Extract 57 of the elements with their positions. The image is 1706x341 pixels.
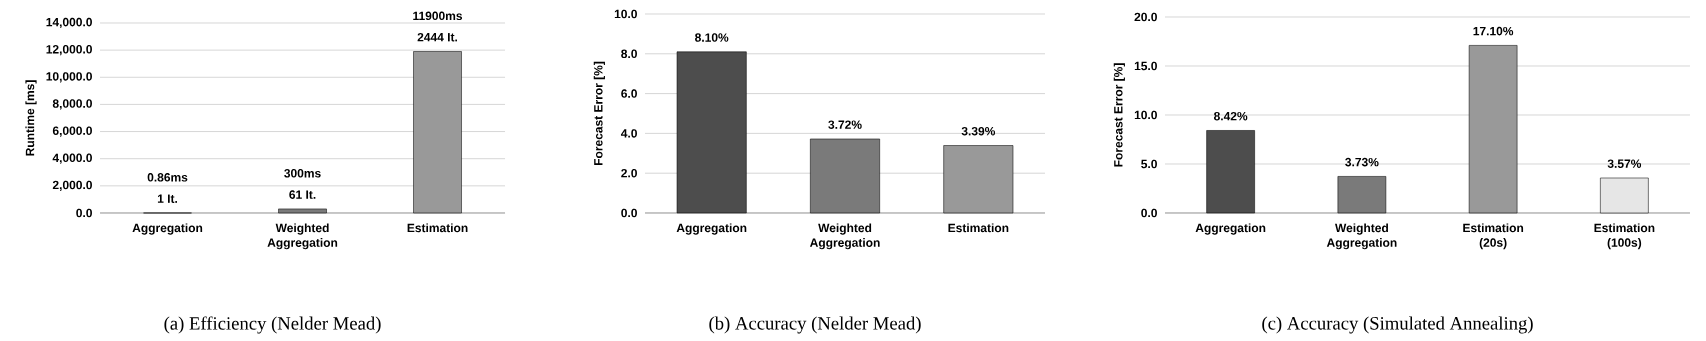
data-label: 8.10% xyxy=(695,33,729,42)
x-tick-label: Estimation xyxy=(407,223,468,233)
y-tick-label: 4,000.0 xyxy=(52,153,92,164)
y-tick-label: 2,000.0 xyxy=(52,180,92,191)
bar xyxy=(278,208,327,214)
bar xyxy=(413,51,462,214)
y-tick-label: 20.0 xyxy=(1134,12,1157,22)
x-tick-label: Estimation xyxy=(948,223,1009,233)
y-tick-label: 15.0 xyxy=(1134,61,1157,71)
text: (b) Accuracy (Nelder Mead) xyxy=(709,316,921,334)
data-label: 300ms xyxy=(284,169,321,178)
y-tick-label: 0.0 xyxy=(1141,208,1157,218)
y-tick-label: 8.0 xyxy=(621,49,637,59)
bar xyxy=(1600,177,1649,214)
data-label: 3.57% xyxy=(1607,159,1642,168)
y-tick-label: 2.0 xyxy=(621,168,637,178)
text: (a) Efficiency (Nelder Mead) xyxy=(164,316,381,334)
y-tick-label: 6.0 xyxy=(621,89,637,98)
x-tick-label: Weighted Aggregation xyxy=(1326,223,1397,250)
data-label: 0.86ms xyxy=(147,173,188,182)
y-tick-label: 0.0 xyxy=(76,208,92,218)
y-tick-label: 12,000.0 xyxy=(46,45,92,56)
data-label: 8.42% xyxy=(1213,111,1248,121)
annotation: 2444 It. xyxy=(417,32,458,42)
text: (c) Accuracy (Simulated Annealing) xyxy=(1262,316,1533,334)
x-tick-label: Aggregation xyxy=(676,223,747,235)
y-tick-label: 0.0 xyxy=(621,208,637,218)
bar xyxy=(810,138,880,214)
y-tick-label: 8,000.0 xyxy=(52,99,92,110)
x-tick-label: Aggregation xyxy=(1195,223,1266,235)
y-tick-label: 10,000.0 xyxy=(46,72,92,83)
y-tick-label: 14,000.0 xyxy=(46,17,92,29)
x-tick-label: Estimation (20s) xyxy=(1463,223,1524,250)
y-axis-title: Forecast Error [%] xyxy=(1113,63,1125,167)
x-tick-label: Aggregation xyxy=(132,223,203,235)
annotation: 61 It. xyxy=(289,190,316,199)
data-label: 11900ms xyxy=(413,11,463,21)
bar xyxy=(1468,45,1518,214)
x-tick-label: Weighted Aggregation xyxy=(809,223,880,250)
y-tick-label: 10.0 xyxy=(614,9,637,19)
annotation: 1 It. xyxy=(157,194,178,203)
data-label: 3.73% xyxy=(1345,157,1379,167)
data-label: 3.39% xyxy=(961,126,996,136)
bar xyxy=(676,51,747,214)
bar xyxy=(1337,176,1387,214)
data-label: 3.72% xyxy=(828,120,862,129)
y-tick-label: 6,000.0 xyxy=(52,126,92,137)
y-tick-label: 5.0 xyxy=(1141,159,1157,169)
y-axis-title: Runtime [ms] xyxy=(25,80,37,156)
bar xyxy=(943,145,1014,214)
y-tick-label: 10.0 xyxy=(1134,110,1157,120)
x-tick-label: Estimation (100s) xyxy=(1594,223,1655,250)
bar xyxy=(1206,130,1255,214)
x-tick-label: Weighted Aggregation xyxy=(267,223,338,250)
data-label: 17.10% xyxy=(1473,26,1514,36)
y-tick-label: 4.0 xyxy=(620,129,637,138)
y-axis-title: Forecast Error [%] xyxy=(593,61,605,166)
